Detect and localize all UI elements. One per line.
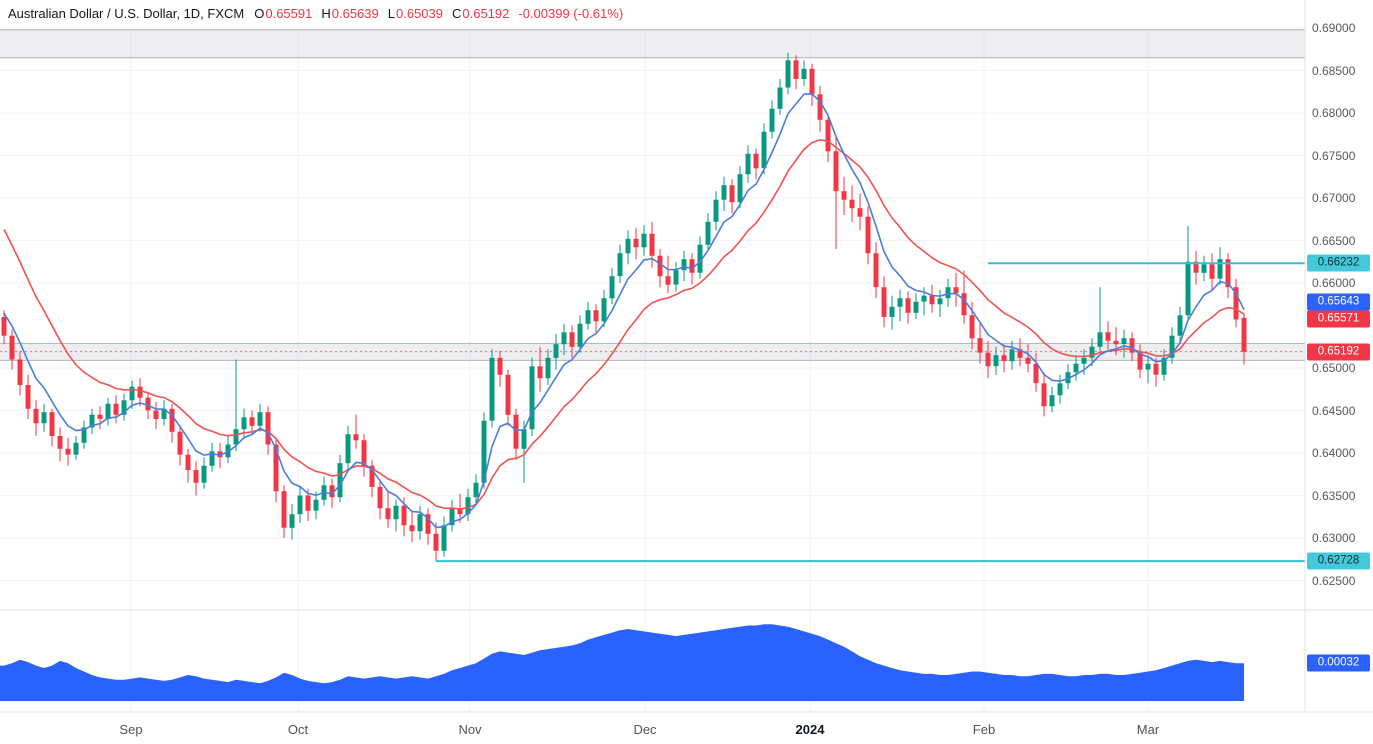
time-label[interactable]: Mar xyxy=(1136,722,1160,737)
time-label[interactable]: Oct xyxy=(287,722,309,737)
symbol-title[interactable]: Australian Dollar / U.S. Dollar, 1D, FXC… xyxy=(8,6,245,21)
time-label[interactable]: Sep xyxy=(119,722,143,737)
indicator-area[interactable] xyxy=(0,624,1244,701)
close-label: C xyxy=(451,6,462,21)
ohlc-readout: O 0.65591 H 0.65639 L 0.65039 C 0.65192 -0.0… xyxy=(254,6,623,21)
gridlines xyxy=(0,27,1305,712)
price-tick: 0.67500 xyxy=(1312,148,1356,163)
ma-slow-line[interactable] xyxy=(3,138,1245,510)
price-zone[interactable] xyxy=(0,29,1305,59)
high-label: H xyxy=(321,6,331,21)
time-label[interactable]: 2024 xyxy=(795,722,825,737)
price-axis[interactable]: 0.69000 0.68500 0.68000 0.67500 0.67000 0.665… xyxy=(1305,0,1373,744)
low-value: 0.65039 xyxy=(395,6,443,21)
price-tick: 0.68500 xyxy=(1312,63,1356,78)
price-tick: 0.63500 xyxy=(1312,488,1356,503)
price-tick: 0.69000 xyxy=(1312,21,1356,35)
price-tick: 0.66500 xyxy=(1312,233,1356,248)
price-tick: 0.63000 xyxy=(1312,531,1356,545)
time-label[interactable]: Dec xyxy=(633,722,657,737)
price-label-chip[interactable]: 0.66232 xyxy=(1307,254,1370,272)
price-tick: 0.65000 xyxy=(1312,361,1356,375)
chart-legend: Australian Dollar / U.S. Dollar, 1D, FXC… xyxy=(8,6,623,21)
close-value: 0.65192 xyxy=(462,6,510,21)
price-tick: 0.68000 xyxy=(1312,106,1356,120)
price-tick: 0.64000 xyxy=(1312,446,1356,460)
candles[interactable] xyxy=(1,52,1247,562)
price-label-chip[interactable]: 0.65571 xyxy=(1307,310,1370,328)
price-tick: 0.67000 xyxy=(1312,191,1356,205)
price-tick: 0.64500 xyxy=(1312,403,1356,418)
time-axis[interactable]: Sep Oct Nov Dec 2024 Feb Mar xyxy=(0,712,1305,744)
price-tick: 0.66000 xyxy=(1312,276,1356,290)
price-label-chip[interactable]: 0.00032 xyxy=(1307,654,1370,672)
high-value: 0.65639 xyxy=(331,6,379,21)
price-tick: 0.62500 xyxy=(1312,573,1356,588)
low-label: L xyxy=(387,6,395,21)
ma-fast-line[interactable] xyxy=(3,93,1245,529)
change-value: -0.00399 (-0.61%) xyxy=(518,6,624,21)
open-value: 0.65591 xyxy=(265,6,313,21)
open-label: O xyxy=(254,6,265,21)
time-label[interactable]: Feb xyxy=(972,722,996,737)
price-label-chip[interactable]: 0.62728 xyxy=(1307,552,1370,570)
price-label-chip[interactable]: 0.65643 xyxy=(1307,293,1370,311)
price-label-chip[interactable]: 0.65192 xyxy=(1307,343,1370,361)
time-label[interactable]: Nov xyxy=(458,722,482,737)
